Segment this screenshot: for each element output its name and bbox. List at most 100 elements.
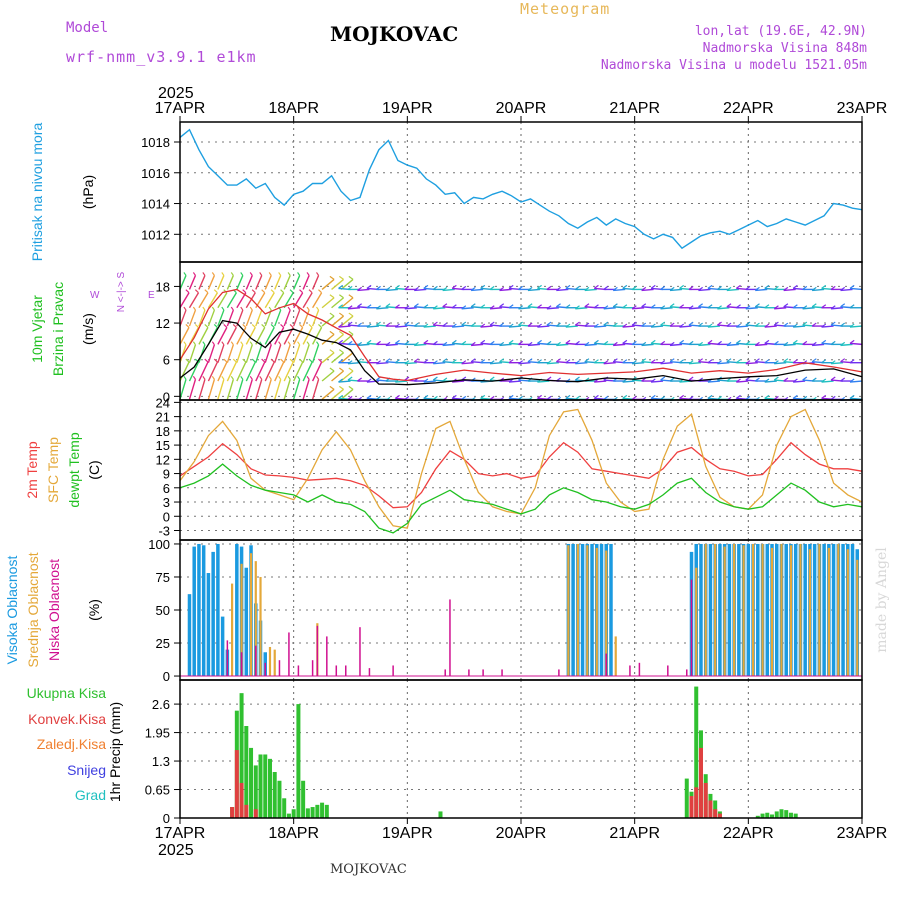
wind-arrow (537, 380, 550, 383)
wind-gust-line (179, 288, 863, 382)
wind-arrow-head (546, 305, 552, 310)
wind-arrow (331, 352, 345, 364)
wind-arrow (245, 379, 253, 400)
cloud-low-bar (686, 669, 688, 677)
wind-arrow-head (347, 305, 353, 310)
wind-arrow (404, 307, 417, 310)
wind-arrow (489, 362, 503, 365)
cloud-low-bar (667, 665, 669, 677)
wind-arrow-head (338, 394, 344, 399)
wind-arrow-head (622, 339, 628, 344)
wind-arrow (414, 288, 427, 292)
precip-legend-label: Snijeg (67, 762, 106, 778)
wind-arrow-head (707, 339, 713, 344)
wind-arrow-head (348, 312, 354, 317)
precip-total-bar (770, 814, 775, 818)
wind-arrow-head (423, 378, 429, 383)
wind-arrow-head (338, 284, 344, 289)
wind-arrow-head (318, 323, 323, 328)
cloud-high-bar (812, 543, 817, 677)
wind-arrow-head (773, 360, 779, 365)
wind-arrow (433, 362, 446, 365)
wind-arrow (849, 397, 863, 401)
cloud-high-bar (211, 551, 215, 677)
wind-arrow-head (376, 321, 381, 326)
wind-arrow (311, 344, 320, 363)
wind-arrow-head (480, 323, 486, 328)
wind-arrow-head (612, 322, 618, 327)
wind-arrow-head (413, 341, 419, 346)
wind-arrow-head (339, 367, 344, 372)
wind-arrow-head (289, 323, 294, 328)
wind-arrow (508, 325, 522, 328)
wind-arrow (207, 379, 216, 400)
wind-arrow (575, 362, 588, 365)
wind-arrow-head (357, 286, 362, 291)
wind-arrow-head (385, 303, 391, 308)
wind-arrow-head (783, 303, 789, 308)
wind-arrow-head (404, 285, 410, 290)
wind-arrow (527, 343, 541, 347)
precip-total-bar (244, 726, 249, 818)
wind-arrow-head (385, 341, 391, 346)
wind-arrow (546, 307, 559, 310)
wind-arrow-head (268, 375, 272, 380)
wind-arrow-head (261, 358, 266, 363)
wind-arrow-head (213, 289, 218, 294)
wind-arrow-head (688, 360, 694, 365)
wind-arrow (311, 379, 320, 400)
wind-arrow (264, 344, 272, 363)
wind-arrow-head (508, 359, 514, 364)
wind-arrow-head (593, 284, 599, 289)
cloud-mid-bar (273, 649, 276, 677)
wind-arrow-head (339, 275, 344, 280)
precip-convective-bar (689, 796, 694, 818)
wind-arrow-head (366, 394, 372, 399)
wind-arrow (302, 309, 310, 327)
cloud-high-bar (850, 543, 855, 677)
wind-arrow (207, 309, 216, 327)
wind-arrow (376, 362, 389, 365)
wind-arrow (471, 343, 484, 347)
cloud-low-bar (501, 669, 503, 677)
wind-arrow (274, 344, 282, 363)
wind-arrow (302, 292, 313, 309)
wind-arrow-head (546, 321, 552, 326)
wind-arrow-head (849, 394, 855, 399)
wind-arrow-head (280, 289, 285, 294)
cloud-mid-bar (254, 561, 257, 677)
wind-arrow-head (240, 375, 244, 380)
wind-arrow-head (347, 321, 353, 326)
panel-frame (179, 679, 863, 819)
wind-arrow (660, 307, 673, 310)
wind-arrow-head (669, 322, 675, 327)
wind-arrow (255, 344, 263, 363)
wind-arrow (340, 278, 354, 290)
wind-arrow-head (508, 339, 514, 344)
wind-arrow (669, 343, 683, 347)
cloud-high-bar (841, 543, 845, 677)
precip-convective-bar (253, 809, 258, 818)
wind-arrow-head (593, 304, 599, 309)
wind-arrow (679, 325, 692, 328)
wind-arrow-head (735, 304, 741, 309)
wind-arrow-head (546, 376, 552, 381)
wind-arrow-head (366, 378, 372, 383)
cloud-mid-bar (576, 543, 579, 677)
wind-arrow-head (792, 378, 798, 383)
wind-arrow (452, 325, 465, 328)
wind-arrow-head (423, 284, 429, 289)
precip-total-bar (291, 809, 296, 818)
wind-arrow (726, 288, 739, 292)
wind-arrow-head (211, 375, 215, 380)
wind-arrow (707, 325, 720, 328)
wind-arrow-head (593, 394, 599, 399)
wind-arrow (321, 315, 335, 327)
wind-arrow-head (299, 358, 304, 363)
wind-arrow-head (338, 378, 344, 383)
wind-arrow (226, 379, 235, 400)
wind-arrow-head (537, 284, 542, 289)
wind-arrow-head (764, 394, 770, 399)
wind-arrow (226, 292, 237, 309)
cloud-low-bar (278, 660, 281, 677)
